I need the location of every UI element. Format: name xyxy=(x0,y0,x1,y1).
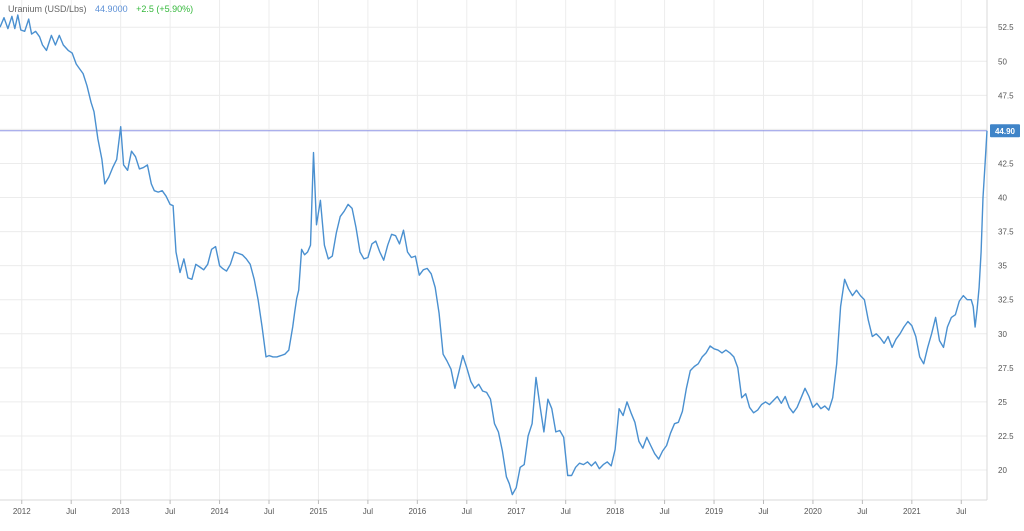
x-tick-label: Jul xyxy=(165,507,175,516)
y-tick-label: 35 xyxy=(998,262,1007,271)
x-tick-label: 2016 xyxy=(408,507,426,516)
legend-current-value: 44.9000 xyxy=(95,4,128,14)
y-tick-label: 47.5 xyxy=(998,91,1014,100)
x-tick-label: Jul xyxy=(758,507,768,516)
y-tick-label: 37.5 xyxy=(998,228,1014,237)
last-value-badge: 44.90 xyxy=(990,124,1020,138)
x-tick-label: Jul xyxy=(659,507,669,516)
y-tick-label: 42.5 xyxy=(998,159,1014,168)
uranium-price-line xyxy=(0,14,988,496)
chart-gridlines xyxy=(0,0,987,500)
x-tick-label: Jul xyxy=(462,507,472,516)
x-tick-label: Jul xyxy=(857,507,867,516)
x-tick-label: 2019 xyxy=(705,507,723,516)
y-tick-label: 52.5 xyxy=(998,23,1014,32)
y-tick-label: 30 xyxy=(998,330,1007,339)
x-tick-label: Jul xyxy=(66,507,76,516)
chart-legend: Uranium (USD/Lbs) 44.9000 +2.5 (+5.90%) xyxy=(8,4,199,14)
y-tick-label: 32.5 xyxy=(998,296,1014,305)
y-tick-label: 27.5 xyxy=(998,364,1014,373)
y-tick-label: 22.5 xyxy=(998,432,1014,441)
x-tick-label: Jul xyxy=(264,507,274,516)
y-tick-label: 50 xyxy=(998,57,1007,66)
x-tick-label: 2014 xyxy=(211,507,229,516)
x-axis-ticks: 2012 Jul 2013 Jul 2014 Jul 2015 Jul 2016 Jul 2017 J… xyxy=(13,500,967,516)
legend-series-name: Uranium (USD/Lbs) xyxy=(8,4,87,14)
x-tick-label: 2021 xyxy=(903,507,921,516)
x-tick-label: 2015 xyxy=(310,507,328,516)
legend-change: +2.5 (+5.90%) xyxy=(136,4,194,14)
x-tick-label: Jul xyxy=(956,507,966,516)
x-tick-label: 2017 xyxy=(507,507,525,516)
x-tick-label: 2018 xyxy=(606,507,624,516)
x-tick-label: 2013 xyxy=(112,507,130,516)
y-axis-ticks: 2022.52527.53032.53537.54042.54547.55052… xyxy=(998,23,1014,475)
y-tick-label: 25 xyxy=(998,398,1007,407)
y-tick-label: 20 xyxy=(998,466,1007,475)
last-value-label: 44.90 xyxy=(995,127,1016,136)
x-tick-label: 2020 xyxy=(804,507,822,516)
x-tick-label: Jul xyxy=(363,507,373,516)
x-tick-label: 2012 xyxy=(13,507,31,516)
y-tick-label: 40 xyxy=(998,194,1007,203)
x-tick-label: Jul xyxy=(561,507,571,516)
